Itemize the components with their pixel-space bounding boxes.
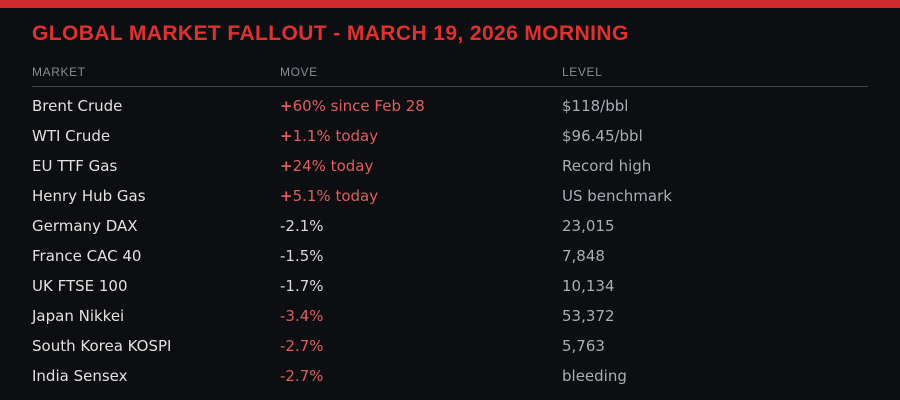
market-move: +24% today [280,157,374,175]
table-row: Japan Nikkei -3.4% 53,372 [32,301,868,331]
table-row: South Korea KOSPI -2.7% 5,763 [32,331,868,361]
table-row: Germany DAX -2.1% 23,015 [32,211,868,241]
column-header-market: MARKET [32,65,86,79]
market-move: -2.7% [280,337,324,355]
market-level: 53,372 [562,307,615,325]
top-accent-bar [0,0,900,8]
table-body: Brent Crude +60% since Feb 28 $118/bbl W… [32,91,868,391]
table-row: WTI Crude +1.1% today $96.45/bbl [32,121,868,151]
plus-sign: + [280,127,293,145]
column-header-level: LEVEL [562,65,603,79]
market-move: -1.7% [280,277,324,295]
table-row: France CAC 40 -1.5% 7,848 [32,241,868,271]
market-move: +60% since Feb 28 [280,97,425,115]
table-row: India Sensex -2.7% bleeding [32,361,868,391]
market-name: France CAC 40 [32,247,142,265]
market-name: Japan Nikkei [32,307,125,325]
market-name: South Korea KOSPI [32,337,172,355]
market-name: WTI Crude [32,127,111,145]
plus-sign: + [280,97,293,115]
market-level: $96.45/bbl [562,127,643,145]
market-move: -2.1% [280,217,324,235]
market-name: UK FTSE 100 [32,277,128,295]
content-area: GLOBAL MARKET FALLOUT - MARCH 19, 2026 M… [0,8,900,391]
market-level: Record high [562,157,652,175]
table-row: EU TTF Gas +24% today Record high [32,151,868,181]
market-name: India Sensex [32,367,128,385]
market-name: Henry Hub Gas [32,187,146,205]
market-name: Brent Crude [32,97,123,115]
table-header-row: MARKET MOVE LEVEL [32,65,868,87]
plus-sign: + [280,187,293,205]
column-header-move: MOVE [280,65,318,79]
market-fallout-screen: GLOBAL MARKET FALLOUT - MARCH 19, 2026 M… [0,0,900,391]
table-row: Brent Crude +60% since Feb 28 $118/bbl [32,91,868,121]
market-move: +1.1% today [280,127,379,145]
market-move: -3.4% [280,307,324,325]
market-level: bleeding [562,367,627,385]
plus-sign: + [280,157,293,175]
market-level: $118/bbl [562,97,629,115]
page-title: GLOBAL MARKET FALLOUT - MARCH 19, 2026 M… [32,22,629,45]
market-name: Germany DAX [32,217,138,235]
market-level: 23,015 [562,217,615,235]
market-move: -2.7% [280,367,324,385]
market-move: -1.5% [280,247,324,265]
market-table: MARKET MOVE LEVEL Brent Crude +60% since… [32,65,868,391]
market-move: +5.1% today [280,187,379,205]
market-level: US benchmark [562,187,672,205]
table-row: Henry Hub Gas +5.1% today US benchmark [32,181,868,211]
market-name: EU TTF Gas [32,157,118,175]
market-level: 7,848 [562,247,605,265]
market-level: 5,763 [562,337,605,355]
table-row: UK FTSE 100 -1.7% 10,134 [32,271,868,301]
market-level: 10,134 [562,277,615,295]
